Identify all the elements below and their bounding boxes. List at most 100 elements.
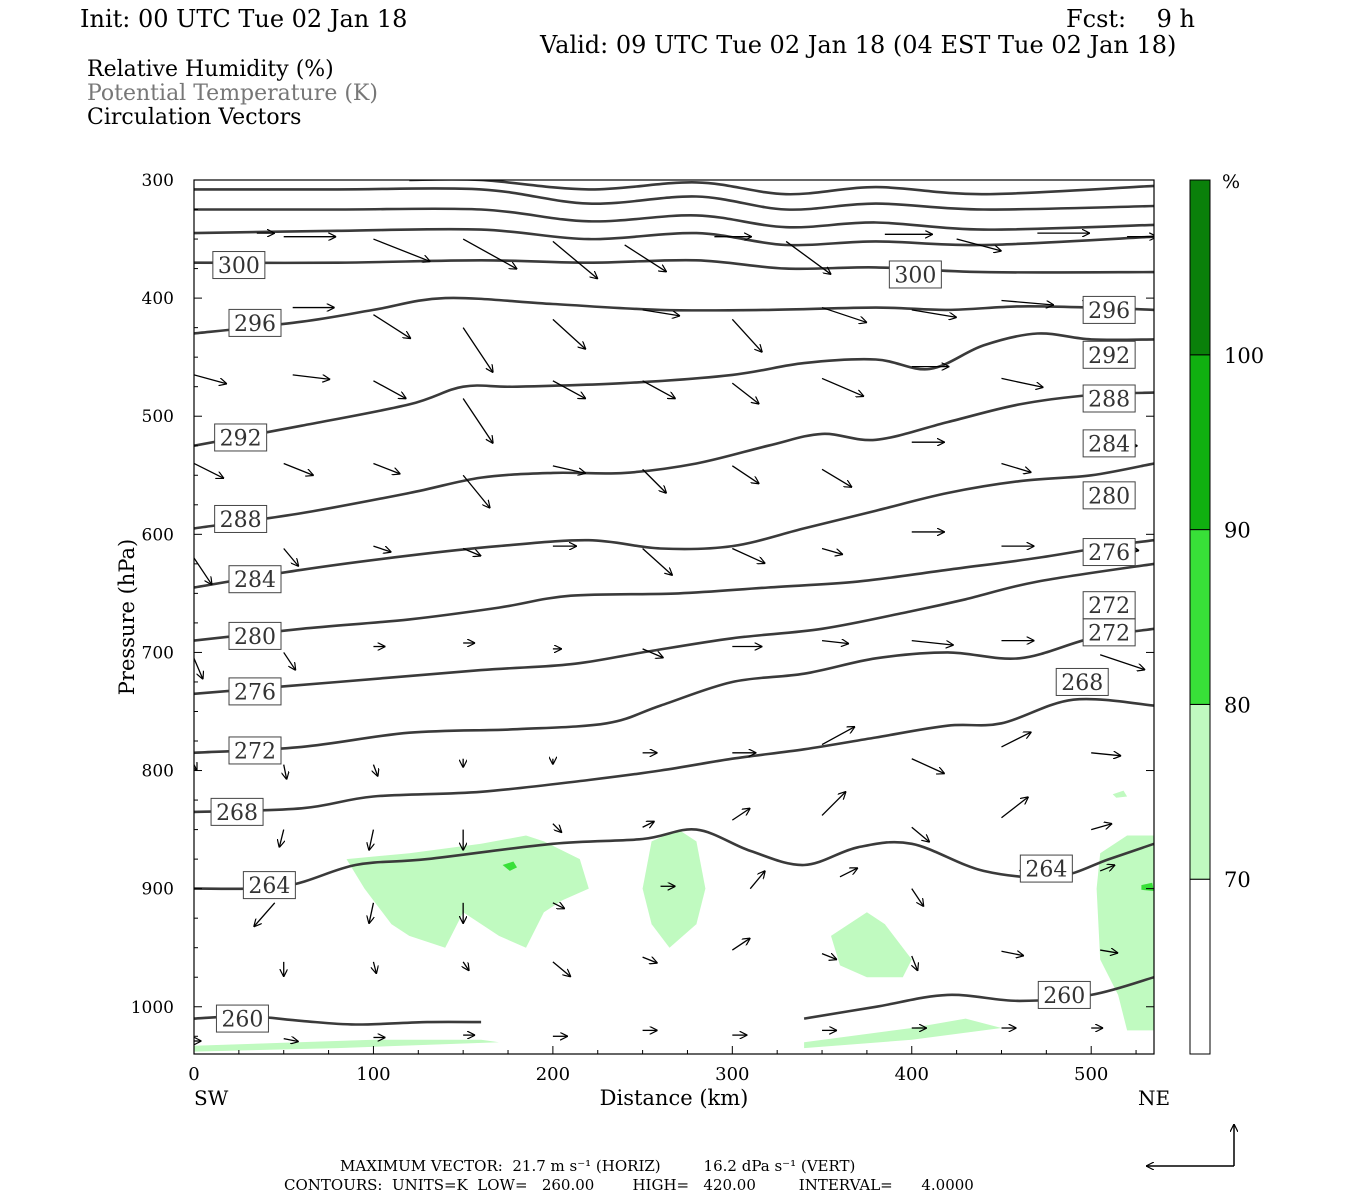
max-vector-note: MAXIMUM VECTOR: 21.7 m s⁻¹ (HORIZ) 16.2 … bbox=[340, 1157, 856, 1175]
theta-contour-300 bbox=[194, 258, 1154, 274]
x-tick-label: 100 bbox=[356, 1064, 390, 1085]
contour-label: 300 bbox=[218, 254, 260, 279]
y-tick-label: 400 bbox=[142, 289, 174, 309]
contour-label-box bbox=[228, 308, 282, 337]
rh-region-70 bbox=[1096, 835, 1154, 1031]
contours-note: CONTOURS: UNITS=K LOW= 260.00 HIGH= 420.… bbox=[284, 1176, 974, 1194]
colorbar-tick-label: 100 bbox=[1224, 344, 1264, 368]
contour-label-box bbox=[1082, 340, 1136, 369]
contour-label-box bbox=[888, 260, 942, 289]
circulation-vector bbox=[642, 309, 681, 316]
circulation-vector bbox=[462, 398, 493, 444]
rh-region-80 bbox=[502, 861, 517, 871]
circulation-vector bbox=[642, 648, 664, 658]
circulation-vector bbox=[552, 823, 562, 833]
theta-contour-272 bbox=[194, 627, 1154, 755]
contour-label: 276 bbox=[1088, 541, 1130, 566]
circulation-vector bbox=[373, 462, 400, 474]
circulation-vector bbox=[1001, 299, 1054, 305]
contour-label: 272 bbox=[1088, 621, 1130, 646]
x-tick-label: 300 bbox=[715, 1064, 749, 1085]
circulation-vector bbox=[821, 954, 837, 960]
circulation-vector bbox=[1001, 797, 1028, 819]
rh-region-70 bbox=[346, 835, 589, 948]
contour-label-box bbox=[1019, 854, 1073, 883]
circulation-vector bbox=[642, 821, 655, 827]
circulation-vector bbox=[279, 829, 284, 848]
theta-contour-312 bbox=[194, 187, 1154, 211]
circulation-vector bbox=[642, 468, 667, 493]
legend-potential-temperature: Potential Temperature (K) bbox=[87, 81, 378, 106]
contour-label-box bbox=[1037, 980, 1091, 1009]
contour-label: 276 bbox=[234, 680, 276, 705]
circulation-vector bbox=[552, 240, 598, 279]
colorbar-segment bbox=[1189, 703, 1211, 880]
circulation-vector bbox=[373, 380, 406, 399]
rh-region-70 bbox=[831, 912, 912, 978]
colorbar-tick-label: 90 bbox=[1224, 519, 1251, 543]
circulation-vector bbox=[552, 465, 586, 474]
circulation-vector bbox=[1001, 732, 1031, 748]
theta-contour-288 bbox=[194, 391, 1154, 530]
circulation-vector bbox=[821, 377, 864, 396]
circulation-vector bbox=[731, 808, 750, 821]
theta-contour-296 bbox=[194, 296, 1154, 335]
circulation-vector bbox=[749, 871, 765, 890]
contour-label-box bbox=[242, 871, 296, 900]
circulation-vector bbox=[373, 764, 378, 777]
circulation-vector bbox=[283, 548, 299, 566]
contour-label: 268 bbox=[216, 801, 258, 826]
contour-label-box bbox=[228, 736, 282, 765]
circulation-vector bbox=[463, 961, 469, 971]
vector-key bbox=[1146, 1124, 1234, 1166]
rh-region-70 bbox=[1112, 790, 1128, 798]
circulation-vector bbox=[1100, 950, 1118, 953]
colorbar-segment bbox=[1189, 529, 1211, 705]
circulation-vector bbox=[911, 309, 957, 318]
contour-label-box bbox=[1082, 591, 1136, 620]
contour-label-layer: 2602602642642682682722722762802842882922… bbox=[210, 251, 1136, 1033]
contour-label: 280 bbox=[234, 625, 276, 650]
circulation-vector bbox=[194, 658, 203, 679]
circulation-vector bbox=[1099, 654, 1145, 670]
contour-label: 260 bbox=[221, 1008, 263, 1033]
contour-label-box bbox=[214, 504, 268, 533]
colorbar-tick-label: 80 bbox=[1224, 693, 1251, 717]
rh-region-70 bbox=[194, 1039, 499, 1052]
circulation-vector bbox=[821, 306, 867, 323]
circulation-vector bbox=[732, 547, 765, 563]
circulation-vector bbox=[1091, 753, 1121, 756]
y-tick-label: 800 bbox=[142, 762, 174, 782]
circulation-vector bbox=[912, 955, 918, 971]
circulation-vector bbox=[821, 727, 855, 746]
rh-region-70 bbox=[804, 1018, 1002, 1049]
contour-label: 288 bbox=[1088, 388, 1130, 413]
contour-label: 296 bbox=[1088, 299, 1130, 324]
circulation-vector bbox=[785, 240, 831, 274]
contour-label-box bbox=[228, 565, 282, 594]
colorbar-tick-label: 70 bbox=[1224, 868, 1251, 892]
circulation-vector bbox=[1001, 377, 1043, 387]
circulation-vector bbox=[821, 547, 843, 554]
contour-label: 292 bbox=[1088, 344, 1130, 369]
circulation-vector bbox=[624, 244, 667, 272]
circulation-vector bbox=[731, 382, 759, 404]
y-tick-label: 500 bbox=[142, 407, 174, 427]
contour-label-box bbox=[228, 621, 282, 650]
theta-contour-308 bbox=[194, 207, 1154, 231]
colorbar: 70 80 90 100% bbox=[1189, 171, 1264, 1055]
contour-label: 288 bbox=[220, 508, 262, 533]
theta-contour-284 bbox=[194, 462, 1154, 589]
circulation-vector bbox=[642, 957, 658, 963]
plot-frame bbox=[193, 179, 1155, 1055]
x-tick-label: 200 bbox=[536, 1064, 570, 1085]
contour-label-box bbox=[1082, 481, 1136, 510]
circulation-vector bbox=[552, 380, 586, 399]
circulation-vector bbox=[373, 314, 411, 339]
y-tick-label: 900 bbox=[142, 880, 174, 900]
circulation-vector bbox=[1001, 951, 1024, 956]
circulation-vector bbox=[254, 902, 276, 927]
circulation-vector bbox=[369, 829, 374, 851]
contour-label: 264 bbox=[1025, 858, 1067, 883]
